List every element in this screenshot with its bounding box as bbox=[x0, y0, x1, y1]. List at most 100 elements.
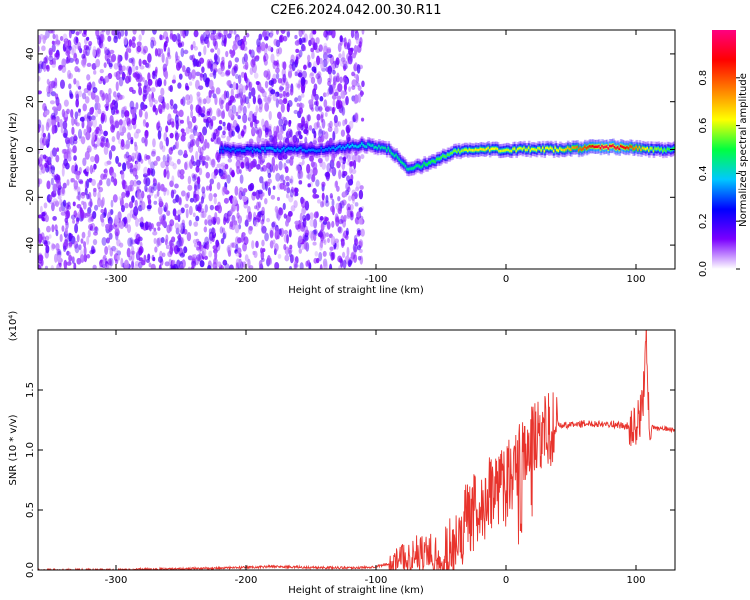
signal-cell bbox=[510, 149, 514, 153]
noise-speckle bbox=[264, 232, 269, 242]
noise-speckle bbox=[244, 254, 249, 262]
signal-cell bbox=[507, 148, 511, 152]
noise-speckle bbox=[48, 55, 54, 62]
noise-speckle bbox=[55, 154, 60, 163]
noise-speckle bbox=[179, 119, 184, 124]
noise-speckle bbox=[224, 70, 231, 77]
noise-speckle bbox=[99, 68, 105, 74]
noise-speckle bbox=[66, 50, 71, 55]
noise-speckle bbox=[234, 223, 240, 234]
noise-speckle bbox=[261, 118, 265, 128]
noise-speckle bbox=[351, 71, 355, 77]
noise-speckle bbox=[114, 120, 120, 129]
noise-speckle bbox=[329, 246, 334, 251]
signal-cell bbox=[615, 147, 618, 150]
signal-cell bbox=[251, 150, 255, 153]
noise-speckle bbox=[103, 173, 108, 180]
noise-speckle bbox=[324, 153, 330, 162]
noise-speckle bbox=[68, 73, 73, 79]
noise-speckle bbox=[309, 155, 314, 162]
colorbar-label: Normalized spectral amplitude bbox=[738, 73, 749, 227]
x-tick-label: 0 bbox=[503, 274, 509, 285]
noise-speckle bbox=[236, 88, 241, 96]
noise-speckle bbox=[155, 107, 158, 116]
noise-speckle bbox=[162, 63, 168, 73]
noise-speckle bbox=[245, 84, 248, 91]
signal-cell bbox=[429, 161, 433, 164]
noise-speckle bbox=[153, 160, 158, 166]
noise-speckle bbox=[340, 258, 344, 268]
noise-speckle bbox=[229, 221, 234, 228]
noise-speckle bbox=[216, 241, 221, 252]
noise-speckle bbox=[147, 167, 151, 176]
noise-speckle bbox=[205, 161, 209, 169]
signal-cell bbox=[490, 147, 494, 151]
signal-cell bbox=[662, 149, 665, 153]
signal-cell bbox=[612, 144, 615, 147]
noise-speckle bbox=[92, 49, 96, 58]
noise-speckle bbox=[276, 131, 280, 140]
noise-speckle bbox=[188, 205, 193, 216]
noise-speckle bbox=[104, 46, 108, 56]
noise-speckle bbox=[144, 221, 149, 231]
noise-speckle bbox=[275, 30, 279, 35]
noise-speckle bbox=[88, 40, 93, 47]
noise-speckle bbox=[100, 199, 104, 209]
noise-speckle bbox=[97, 36, 102, 46]
noise-speckle bbox=[309, 169, 314, 176]
noise-speckle bbox=[206, 116, 212, 124]
noise-speckle bbox=[306, 259, 311, 266]
noise-speckle bbox=[225, 50, 229, 58]
noise-speckle bbox=[231, 112, 235, 119]
noise-speckle bbox=[210, 30, 215, 35]
signal-cell bbox=[531, 147, 534, 151]
noise-speckle bbox=[73, 180, 79, 190]
noise-speckle bbox=[330, 205, 335, 213]
noise-speckle bbox=[226, 174, 231, 184]
noise-speckle bbox=[295, 165, 301, 172]
noise-speckle bbox=[343, 214, 347, 223]
noise-speckle bbox=[250, 87, 256, 97]
signal-cell bbox=[250, 147, 253, 150]
noise-speckle bbox=[351, 189, 356, 196]
noise-speckle bbox=[143, 166, 149, 176]
noise-speckle bbox=[222, 186, 228, 193]
noise-speckle bbox=[265, 43, 269, 49]
noise-speckle bbox=[284, 77, 288, 86]
noise-speckle bbox=[306, 163, 311, 174]
noise-speckle bbox=[243, 35, 247, 43]
noise-speckle bbox=[145, 155, 151, 160]
noise-speckle bbox=[63, 245, 67, 252]
signal-cell bbox=[512, 147, 515, 151]
noise-speckle bbox=[78, 30, 83, 34]
noise-speckle bbox=[287, 70, 293, 79]
noise-speckle bbox=[94, 129, 100, 135]
noise-speckle bbox=[156, 221, 161, 227]
noise-speckle bbox=[314, 105, 320, 112]
noise-speckle bbox=[237, 40, 243, 46]
noise-speckle bbox=[347, 136, 351, 142]
noise-speckle bbox=[319, 239, 324, 249]
signal-cell bbox=[526, 148, 529, 152]
signal-cell bbox=[414, 166, 417, 169]
noise-speckle bbox=[223, 126, 228, 131]
noise-speckle bbox=[332, 69, 336, 75]
noise-speckle bbox=[351, 168, 357, 175]
signal-cell bbox=[237, 148, 241, 152]
noise-speckle bbox=[169, 219, 175, 227]
noise-speckle bbox=[113, 62, 119, 70]
noise-speckle bbox=[300, 93, 305, 98]
signal-cell bbox=[479, 147, 483, 151]
noise-speckle bbox=[326, 31, 332, 36]
noise-speckle bbox=[236, 212, 240, 219]
noise-speckle bbox=[159, 140, 164, 150]
noise-speckle bbox=[273, 243, 279, 252]
noise-speckle bbox=[97, 197, 102, 208]
noise-speckle bbox=[245, 214, 251, 221]
noise-speckle bbox=[293, 109, 299, 115]
noise-speckle bbox=[325, 171, 330, 182]
noise-speckle bbox=[161, 145, 166, 153]
noise-speckle bbox=[195, 59, 200, 67]
noise-speckle bbox=[258, 259, 263, 269]
noise-speckle bbox=[51, 106, 57, 111]
